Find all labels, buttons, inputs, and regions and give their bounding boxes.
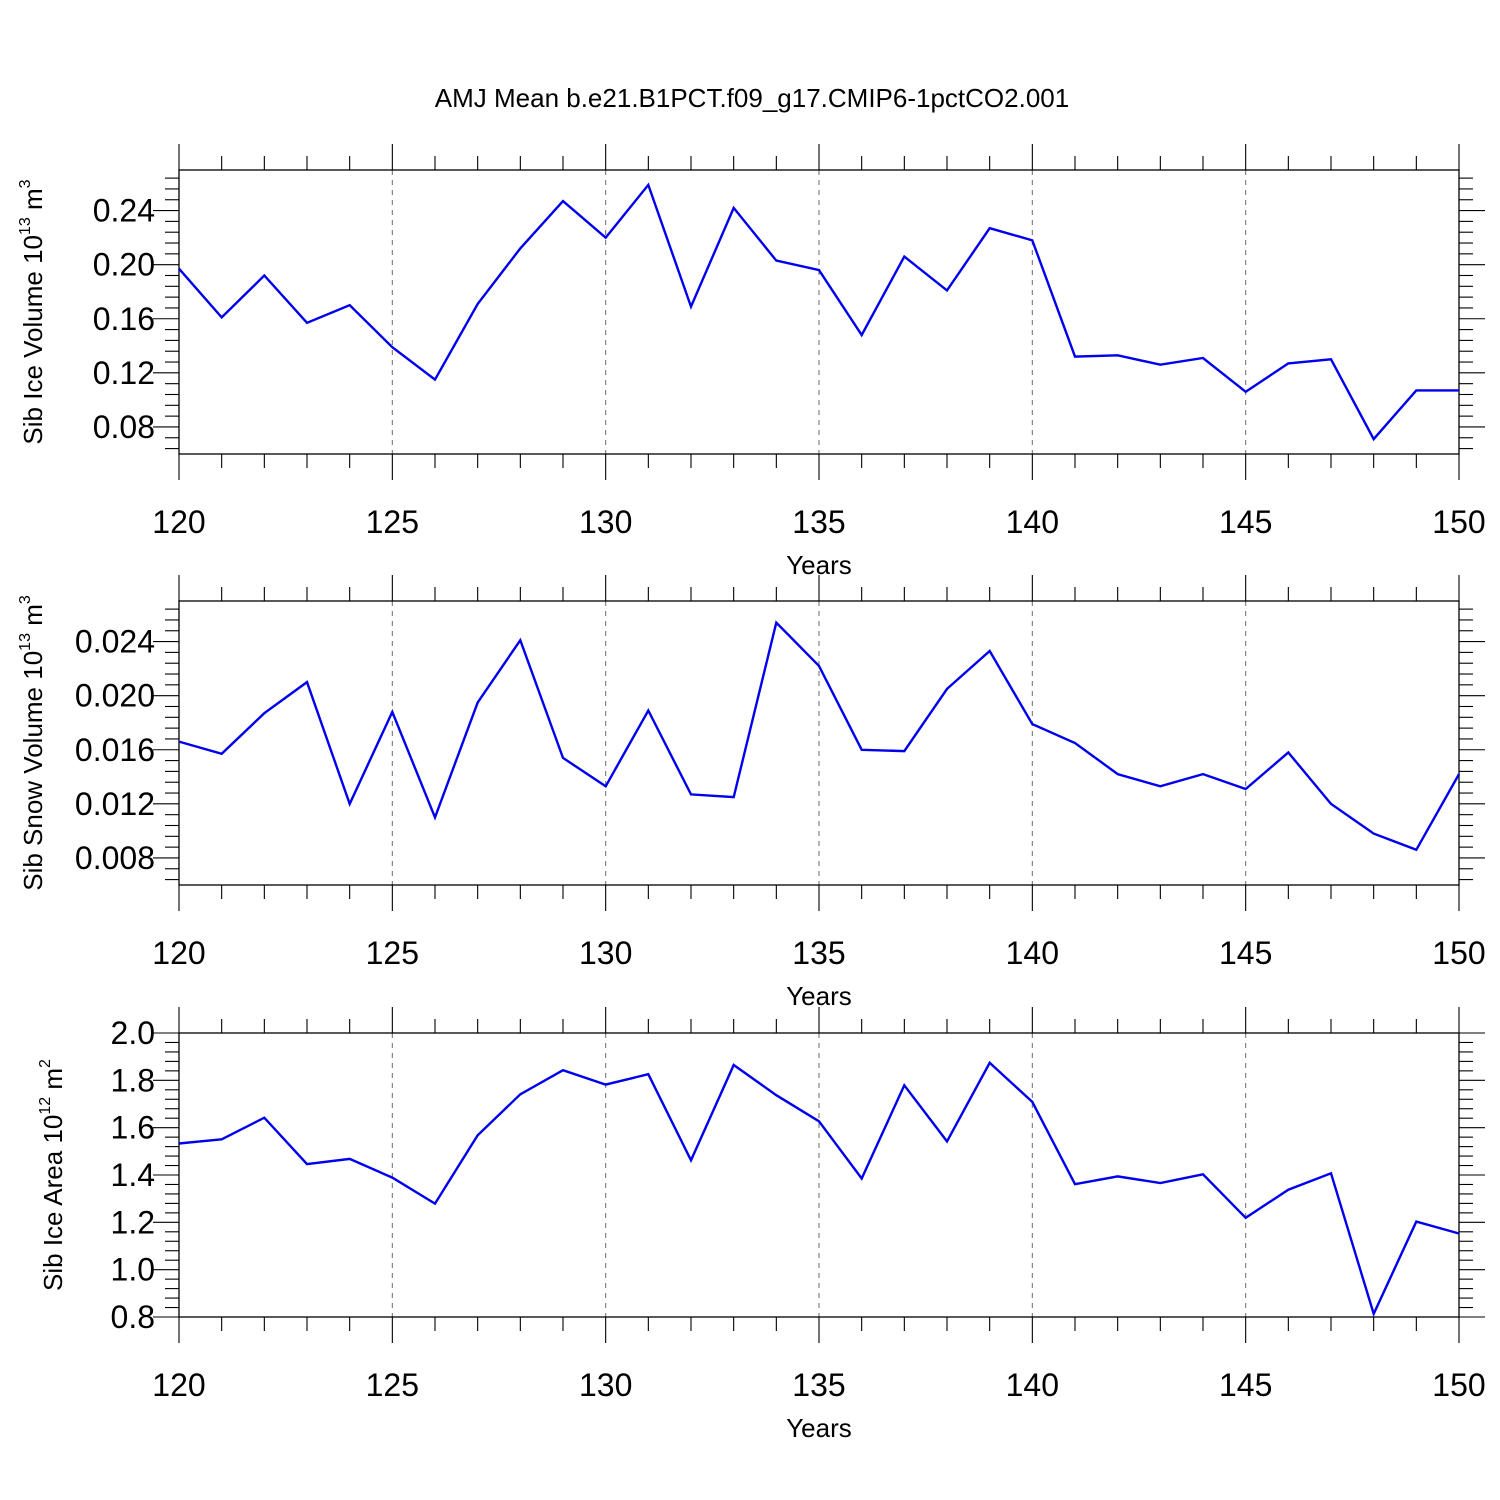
y-tick-label: 0.016 [75,732,155,768]
plot-frame [178,1032,1460,1318]
y-tick-label: 1.8 [111,1062,155,1098]
x-tick-label: 150 [1432,935,1485,971]
y-tick-label: 1.6 [111,1110,155,1146]
series-line [178,1060,1460,1318]
y-tick-label: 0.16 [93,301,155,337]
y-axis-label: Sib Ice Area 1012 m2 [37,1059,68,1291]
x-tick-label: 140 [1006,504,1059,540]
x-axis-label: Years [786,1413,852,1443]
chart-title: AMJ Mean b.e21.B1PCT.f09_g17.CMIP6-1pctC… [435,83,1069,113]
y-tick-label: 0.024 [75,624,155,660]
x-tick-label: 140 [1006,935,1059,971]
y-tick-label: 1.4 [111,1157,155,1193]
x-tick-label: 120 [152,504,205,540]
panel-1: 0.08 0.12 0.16 0.20 0.24 120 125 130 135 140 145 15… [17,144,1486,580]
x-tick-label: 145 [1219,504,1272,540]
x-tick-label: 140 [1006,1367,1059,1403]
x-tick-label: 130 [579,1367,632,1403]
y-axis-label: Sib Snow Volume 1013 m3 [17,595,48,891]
x-tick-label: 135 [792,1367,845,1403]
x-tick-label: 150 [1432,1367,1485,1403]
y-tick-label: 0.8 [111,1299,155,1335]
x-tick-label: 145 [1219,935,1272,971]
y-tick-label: 0.020 [75,678,155,714]
x-axis-label: Years [786,981,852,1011]
y-tick-label: 0.012 [75,786,155,822]
y-tick-label: 0.008 [75,840,155,876]
x-tick-label: 120 [152,935,205,971]
y-tick-label: 0.08 [93,409,155,445]
x-tick-label: 145 [1219,1367,1272,1403]
y-axis-label: Sib Ice Volume 1013 m3 [17,179,48,444]
x-tick-label: 130 [579,935,632,971]
plot-frame [178,169,1460,455]
x-tick-label: 135 [792,504,845,540]
y-tick-label: 0.24 [93,193,155,229]
y-tick-label: 1.2 [111,1204,155,1240]
panel-2: 0.008 0.012 0.016 0.020 0.024 120 125 130 135 140… [17,575,1486,1011]
x-tick-label: 135 [792,935,845,971]
x-tick-label: 150 [1432,504,1485,540]
plot-frame [178,600,1460,886]
y-tick-label: 0.12 [93,355,155,391]
x-tick-label: 125 [366,1367,419,1403]
series-line [178,182,1459,442]
x-tick-label: 120 [152,1367,205,1403]
x-tick-label: 130 [579,504,632,540]
y-tick-label: 1.0 [111,1252,155,1288]
y-tick-label: 2.0 [111,1015,155,1051]
x-tick-label: 125 [366,935,419,971]
y-tick-label: 0.20 [93,247,155,283]
panel-3: 0.8 1.0 1.2 1.4 1.6 1.8 2.0 120 125 130 135 140 145 1… [37,1007,1486,1443]
series-line [178,620,1461,852]
x-tick-label: 125 [366,504,419,540]
